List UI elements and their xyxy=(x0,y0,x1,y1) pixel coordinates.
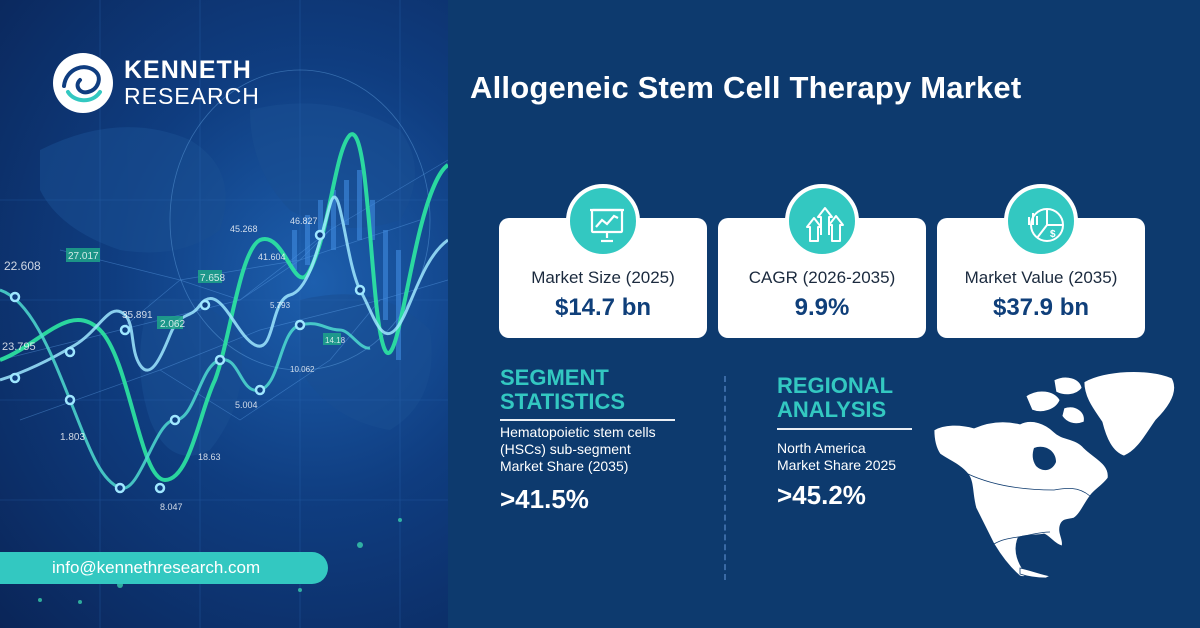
bg-number: 10.062 xyxy=(290,365,315,374)
kenneth-logo-icon xyxy=(53,53,113,113)
card-label: Market Size (2025) xyxy=(531,268,675,287)
card-value: $37.9 bn xyxy=(992,294,1090,321)
card-label: Market Value (2035) xyxy=(964,268,1118,287)
bg-number: 23.795 xyxy=(2,341,36,353)
bg-number: 46.827 xyxy=(290,216,318,226)
bg-number: 5.793 xyxy=(270,301,291,310)
page-title: Allogeneic Stem Cell Therapy Market xyxy=(470,70,1022,105)
bg-number: 45.268 xyxy=(230,224,258,234)
hero-image-panel: 22.608 27.017 23.795 35.891 2.062 7.658 … xyxy=(0,0,448,628)
segment-share-value: >41.5% xyxy=(500,484,589,514)
divider xyxy=(777,428,912,430)
content-panel: Allogeneic Stem Cell Therapy Market Mark… xyxy=(448,0,1200,628)
bg-number: 14.18 xyxy=(325,336,346,345)
bg-number: 41.604 xyxy=(258,252,286,262)
svg-text:$: $ xyxy=(1050,229,1056,240)
segment-heading: SEGMENT STATISTICS xyxy=(500,365,626,414)
bg-number: 18.63 xyxy=(198,452,221,462)
stock-chart-background: 22.608 27.017 23.795 35.891 2.062 7.658 … xyxy=(0,0,448,628)
bg-number: 22.608 xyxy=(4,259,41,273)
dashed-divider xyxy=(724,376,726,580)
regional-description: North America Market Share 2025 xyxy=(777,440,897,473)
growth-arrows-icon xyxy=(785,184,859,258)
regional-heading: REGIONAL ANALYSIS xyxy=(777,373,894,422)
brand-logo: KENNETH RESEARCH xyxy=(52,52,260,114)
divider xyxy=(500,419,675,421)
card-value: $14.7 bn xyxy=(554,294,652,321)
bg-number: 7.658 xyxy=(200,273,225,284)
bg-number: 8.047 xyxy=(160,502,183,512)
brand-name-line2: RESEARCH xyxy=(124,83,260,109)
bg-number: 5.004 xyxy=(235,400,258,410)
contact-email[interactable]: info@kennethresearch.com xyxy=(0,552,328,584)
card-value: 9.9% xyxy=(794,294,850,321)
pie-dollar-icon: $ xyxy=(1004,184,1078,258)
north-america-map xyxy=(934,371,1175,578)
bg-number: 2.062 xyxy=(160,319,185,330)
card-label: CAGR (2026-2035) xyxy=(748,268,896,287)
segment-description: Hematopoietic stem cells (HSCs) sub-segm… xyxy=(500,424,656,474)
cagr-card: CAGR (2026-2035) 9.9% xyxy=(718,218,926,338)
bg-number: 1.803 xyxy=(60,432,85,443)
presentation-chart-icon xyxy=(566,184,640,258)
bg-number: 27.017 xyxy=(68,251,99,262)
bg-number: 35.891 xyxy=(122,310,153,321)
brand-name-line1: KENNETH xyxy=(124,56,252,84)
regional-share-value: >45.2% xyxy=(777,480,866,510)
